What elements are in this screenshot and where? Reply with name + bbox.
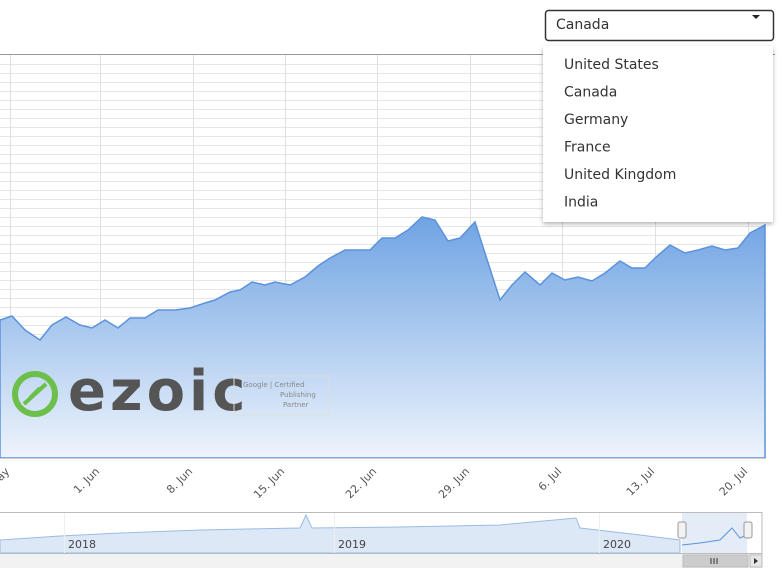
badge-line: Google | Certified [243,381,304,389]
dropdown-option[interactable]: India [564,195,598,211]
badge-line: Partner [283,401,309,409]
dropdown-option[interactable]: United Kingdom [564,167,676,183]
navigator-label: 2019 [338,538,366,551]
x-tick-label: 20. Jul [717,465,750,498]
area-series [0,216,766,459]
dropdown-option[interactable]: France [564,140,611,156]
navigator [0,512,763,568]
x-tick-label: 13. Jul [624,465,657,498]
x-tick-label: 1. Jun [71,465,102,496]
dropdown-option[interactable]: United States [564,57,659,73]
x-tick-label: 6. Jul [536,465,564,493]
x-tick-label: 29. Jun [436,465,472,501]
x-tick-label: 15. Jun [251,465,287,501]
dropdown-menu [543,46,773,222]
x-tick-label: 22. Jun [343,465,379,501]
dropdown[interactable]: Canada [544,9,775,42]
dropdown-option[interactable]: Germany [564,112,628,128]
x-tick-label: 8. Jun [164,465,195,496]
navigator-label: 2018 [68,538,96,551]
dropdown-option[interactable]: Canada [564,85,617,101]
x-tick-label: ay [0,465,13,484]
watermark: ezoic Google | Certified Publishing Part… [12,359,330,424]
brand: ezoic [68,359,249,424]
dropdown-value: Canada [556,17,609,33]
badge-line: Publishing [280,391,316,399]
navigator-label: 2020 [603,538,631,551]
